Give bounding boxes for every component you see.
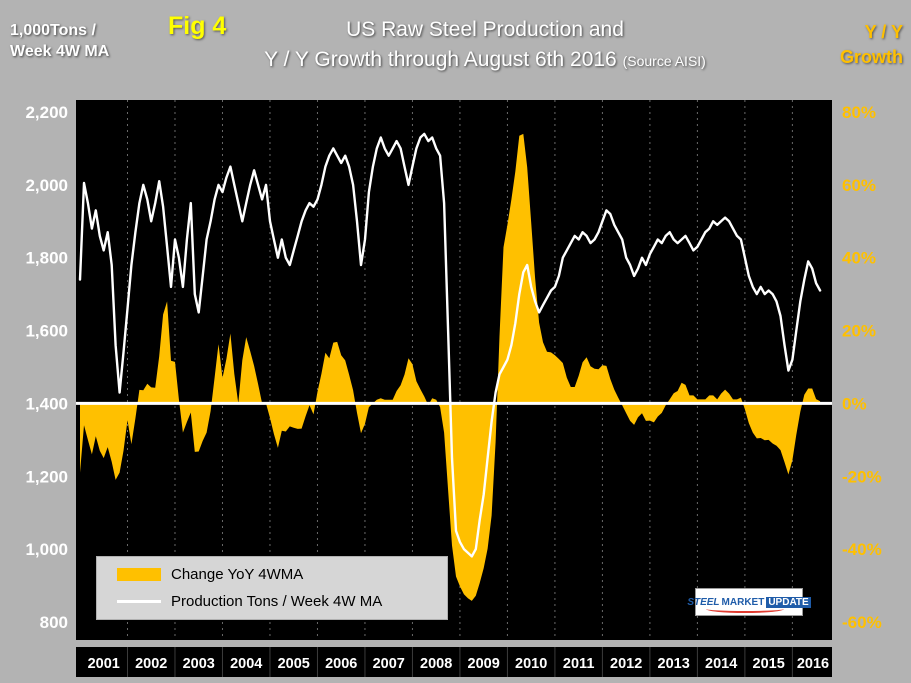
svg-text:-40%: -40% (842, 540, 882, 559)
steel-market-update-logo: STEEL MARKET UPDATE (687, 588, 811, 616)
chart-title-line1: US Raw Steel Production and (346, 18, 624, 41)
svg-text:2015: 2015 (753, 656, 785, 672)
svg-text:-60%: -60% (842, 613, 882, 632)
svg-text:2009: 2009 (468, 656, 500, 672)
svg-text:2007: 2007 (373, 656, 405, 672)
legend-label-production: Production Tons / Week 4W MA (171, 592, 383, 610)
svg-text:2012: 2012 (610, 656, 642, 672)
yoy-area-series (80, 133, 821, 601)
chart-title-line2-text: Y / Y Growth through August 6th 2016 (264, 48, 617, 71)
svg-text:2011: 2011 (563, 656, 594, 672)
right-axis-title: Y / Y Growth (840, 20, 903, 70)
svg-text:2014: 2014 (705, 656, 737, 672)
svg-text:60%: 60% (842, 176, 876, 195)
chart-title: US Raw Steel Production and Y / Y Growth… (200, 18, 770, 72)
logo-steel-text: STEEL (687, 596, 720, 608)
svg-text:1,400: 1,400 (25, 394, 68, 413)
legend-item-yoy: Change YoY 4WMA (117, 566, 447, 583)
year-axis-strip (76, 647, 832, 677)
left-axis-title-line1: 1,000Tons / (10, 22, 96, 39)
production-line-swatch (117, 599, 161, 603)
svg-text:1,000: 1,000 (25, 540, 68, 559)
logo-update-text: UPDATE (766, 596, 811, 608)
right-axis-title-line1: Y / Y (864, 22, 903, 42)
fig-label: Fig 4 (168, 12, 227, 40)
logo-red-swoosh-icon (706, 605, 784, 613)
svg-text:2013: 2013 (658, 656, 690, 672)
left-axis-title: 1,000Tons / Week 4W MA (10, 20, 109, 62)
svg-text:1,800: 1,800 (25, 249, 68, 268)
yoy-area-swatch (117, 568, 161, 582)
svg-text:2,200: 2,200 (25, 103, 68, 122)
svg-text:40%: 40% (842, 249, 876, 268)
svg-text:80%: 80% (842, 103, 876, 122)
logo-market-text: MARKET (721, 596, 765, 608)
chart-legend: Change YoY 4WMA Production Tons / Week 4… (96, 556, 448, 620)
legend-item-production: Production Tons / Week 4W MA (117, 593, 447, 610)
svg-text:2004: 2004 (230, 656, 262, 672)
svg-text:0%: 0% (842, 394, 867, 413)
legend-label-yoy: Change YoY 4WMA (171, 566, 304, 584)
svg-text:2,000: 2,000 (25, 176, 68, 195)
svg-text:2010: 2010 (515, 656, 547, 672)
svg-text:2008: 2008 (420, 656, 452, 672)
svg-text:20%: 20% (842, 322, 876, 341)
svg-text:-20%: -20% (842, 467, 882, 486)
right-axis-ticks: 80% 60% 40% 20% 0% -20% -40% -60% (842, 103, 882, 632)
chart-title-source: (Source AISI) (622, 53, 706, 69)
right-axis-title-line2: Growth (840, 47, 903, 67)
svg-text:2016: 2016 (797, 656, 829, 672)
left-axis-ticks: 800 1,000 1,200 1,400 1,600 1,800 2,000 2,200 (25, 103, 68, 632)
svg-text:1,600: 1,600 (25, 322, 68, 341)
svg-text:2001: 2001 (88, 656, 120, 672)
left-axis-title-line2: Week 4W MA (10, 43, 110, 60)
svg-text:2002: 2002 (135, 656, 167, 672)
production-line-series (78, 132, 822, 558)
svg-text:2005: 2005 (278, 656, 310, 672)
year-axis-labels: 2001 2002 2003 2004 2005 2006 2007 2008 2009 2010… (88, 647, 829, 677)
svg-text:2003: 2003 (183, 656, 215, 672)
svg-text:2006: 2006 (325, 656, 357, 672)
chart-title-line2: Y / Y Growth through August 6th 2016 (So… (200, 48, 770, 72)
svg-text:800: 800 (40, 613, 68, 632)
svg-text:1,200: 1,200 (25, 467, 68, 486)
